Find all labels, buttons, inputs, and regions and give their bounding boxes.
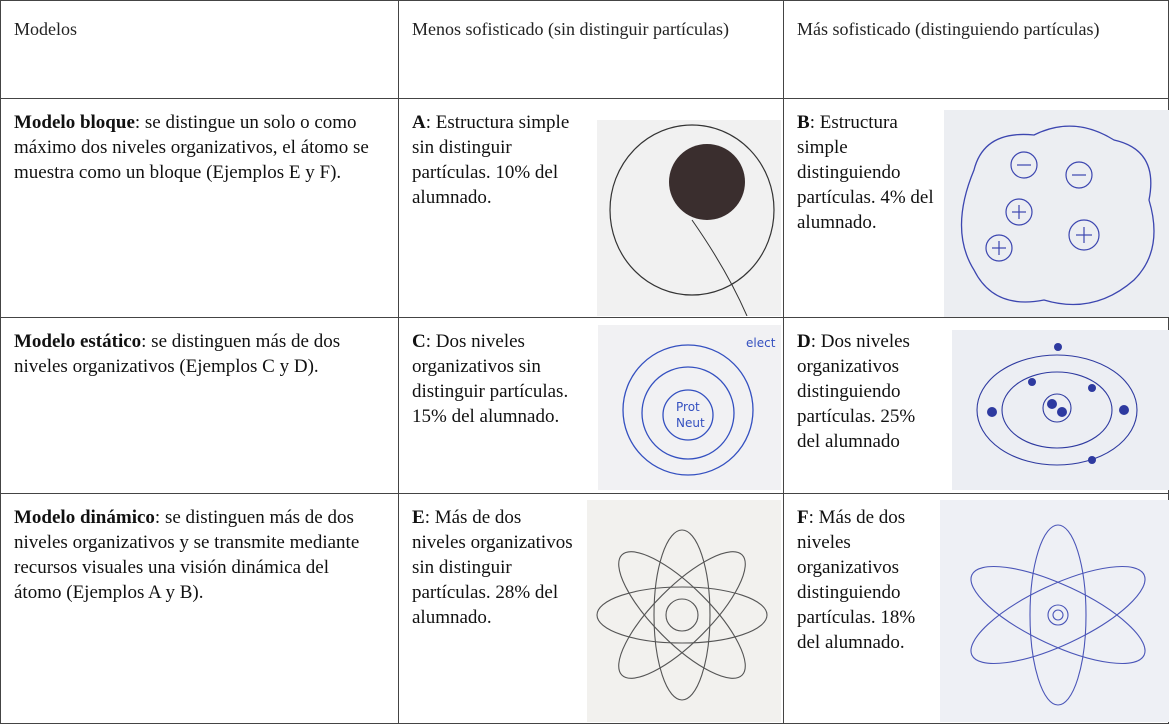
sketch-c: elect Prot Neut bbox=[598, 325, 781, 490]
model-term: Modelo estático bbox=[14, 331, 142, 352]
header-cell: Más sofisticado (distinguiendo partícula… bbox=[797, 19, 1100, 39]
cell-text: C: Dos niveles organizativos sin disting… bbox=[398, 317, 588, 441]
rule bbox=[0, 0, 1169, 1]
example-letter: E bbox=[412, 507, 425, 528]
description: : Estructura simple distinguiendo partíc… bbox=[797, 112, 934, 233]
description: : se distingue un solo o como máximo dos… bbox=[14, 112, 369, 183]
cell-text: D: Dos niveles organizativos distinguien… bbox=[783, 317, 951, 466]
example-letter: C bbox=[412, 331, 426, 352]
rule bbox=[0, 317, 1169, 318]
sketch-label: Neut bbox=[676, 416, 705, 430]
sketch-f bbox=[940, 500, 1169, 722]
sketch-b bbox=[944, 110, 1169, 317]
example-letter: F bbox=[797, 507, 809, 528]
rule bbox=[0, 0, 1, 724]
header-cell: Modelos bbox=[14, 19, 77, 39]
example-letter: A bbox=[412, 112, 426, 133]
cell-text: F: Más de dos niveles organizativos dist… bbox=[783, 493, 951, 667]
description: : Más de dos niveles organizativos sin d… bbox=[412, 507, 573, 628]
sketch-label: Prot bbox=[676, 400, 700, 414]
cell-text: E: Más de dos niveles organizativos sin … bbox=[398, 493, 588, 642]
cell-text: Modelo bloque: se distingue un solo o co… bbox=[0, 98, 385, 197]
model-term: Modelo dinámico bbox=[14, 507, 155, 528]
description: : se distinguen más de dos niveles organ… bbox=[14, 331, 341, 377]
description: : Dos niveles organizativos distinguiend… bbox=[797, 331, 916, 452]
sketch-e bbox=[587, 500, 781, 722]
sketch-a bbox=[597, 120, 781, 316]
description: : Estructura simple sin distinguir partí… bbox=[412, 112, 570, 208]
rule bbox=[0, 493, 1169, 494]
header-cell: Menos sofisticado (sin distinguir partíc… bbox=[412, 19, 729, 39]
description: : Dos niveles organizativos sin distingu… bbox=[412, 331, 569, 427]
rule bbox=[783, 0, 784, 724]
description: : Más de dos niveles organizativos disti… bbox=[797, 507, 916, 653]
rule bbox=[0, 98, 1169, 99]
model-term: Modelo bloque bbox=[14, 112, 135, 133]
sketch-label: elect bbox=[746, 336, 776, 350]
cell-text: B: Estructura simple distinguiendo partí… bbox=[783, 98, 951, 247]
example-letter: D bbox=[797, 331, 811, 352]
cell-text: Modelo dinámico: se distinguen más de do… bbox=[0, 493, 385, 617]
sketch-d bbox=[952, 330, 1169, 490]
rule bbox=[398, 0, 399, 724]
cell-text: Modelo estático: se distinguen más de do… bbox=[0, 317, 385, 391]
description: : se distinguen más de dos niveles organ… bbox=[14, 507, 360, 603]
cell-text: A: Estructura simple sin distinguir part… bbox=[398, 98, 588, 222]
example-letter: B bbox=[797, 112, 810, 133]
